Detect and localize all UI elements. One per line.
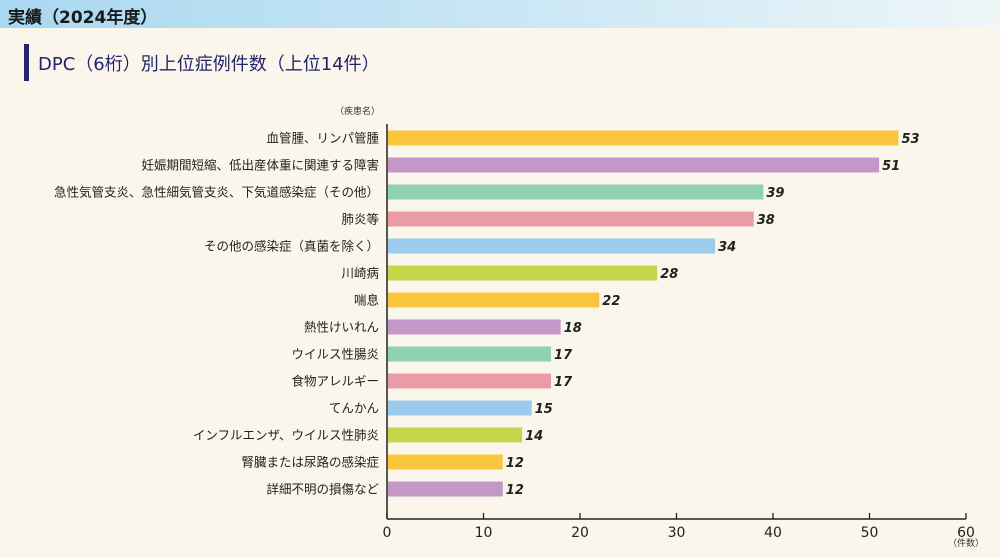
bar [388, 427, 523, 443]
data-label: 39 [766, 186, 784, 201]
category-label: 食物アレルギー [291, 374, 379, 389]
category-label: 肺炎等 [341, 212, 379, 227]
data-label: 12 [506, 483, 524, 498]
bar [388, 454, 503, 470]
data-label: 17 [554, 348, 573, 363]
category-label: その他の感染症（真菌を除く） [204, 239, 379, 254]
bar [388, 238, 716, 254]
x-tick-label: 20 [571, 525, 589, 541]
data-label: 34 [718, 240, 736, 255]
data-label: 53 [901, 132, 919, 147]
section-title: 実績（2024年度） [8, 8, 158, 28]
x-axis-label: （件数） [948, 537, 984, 549]
category-label: 妊娠期間短縮、低出産体重に関連する障害 [141, 158, 379, 173]
bar [388, 265, 658, 281]
x-tick-label: 10 [475, 525, 493, 541]
data-label: 51 [882, 159, 900, 174]
category-label: 急性気管支炎、急性細気管支炎、下気道感染症（その他） [54, 185, 379, 200]
category-label: てんかん [329, 401, 379, 416]
bar [388, 157, 880, 173]
category-label: インフルエンザ、ウイルス性肺炎 [193, 428, 379, 443]
x-tick-label: 40 [764, 525, 782, 541]
category-label: 川崎病 [341, 266, 379, 281]
bar [388, 130, 899, 146]
data-label: 22 [602, 294, 620, 309]
title-accent-bar [24, 44, 29, 81]
bar [388, 481, 503, 497]
bar [388, 346, 552, 362]
category-label: 血管腫、リンパ管腫 [266, 131, 379, 146]
data-label: 28 [660, 267, 678, 282]
bar [388, 211, 754, 227]
bar [388, 292, 600, 308]
x-tick-label: 50 [861, 525, 879, 541]
chart-title: DPC（6桁）別上位症例件数（上位14件） [38, 54, 380, 75]
x-tick-label: 30 [668, 525, 686, 541]
category-label: 詳細不明の損傷など [266, 482, 379, 497]
x-tick-label: 60 [957, 525, 975, 541]
category-label: 熱性けいれん [304, 320, 379, 335]
bar [388, 319, 561, 335]
bar [388, 184, 764, 200]
data-label: 38 [757, 213, 775, 228]
x-tick-label: 0 [383, 525, 392, 541]
category-label: 腎臓または尿路の感染症 [241, 455, 379, 470]
category-label: 喘息 [354, 293, 379, 308]
bar [388, 373, 552, 389]
bar [388, 400, 532, 416]
data-label: 14 [525, 429, 543, 444]
section-header: 実績（2024年度） [0, 0, 1000, 28]
data-label: 18 [564, 321, 582, 336]
data-label: 12 [506, 456, 524, 471]
category-label: ウイルス性腸炎 [291, 347, 379, 362]
data-label: 15 [535, 402, 553, 417]
data-label: 17 [554, 375, 573, 390]
y-axis-label: （疾患名） [335, 105, 380, 117]
